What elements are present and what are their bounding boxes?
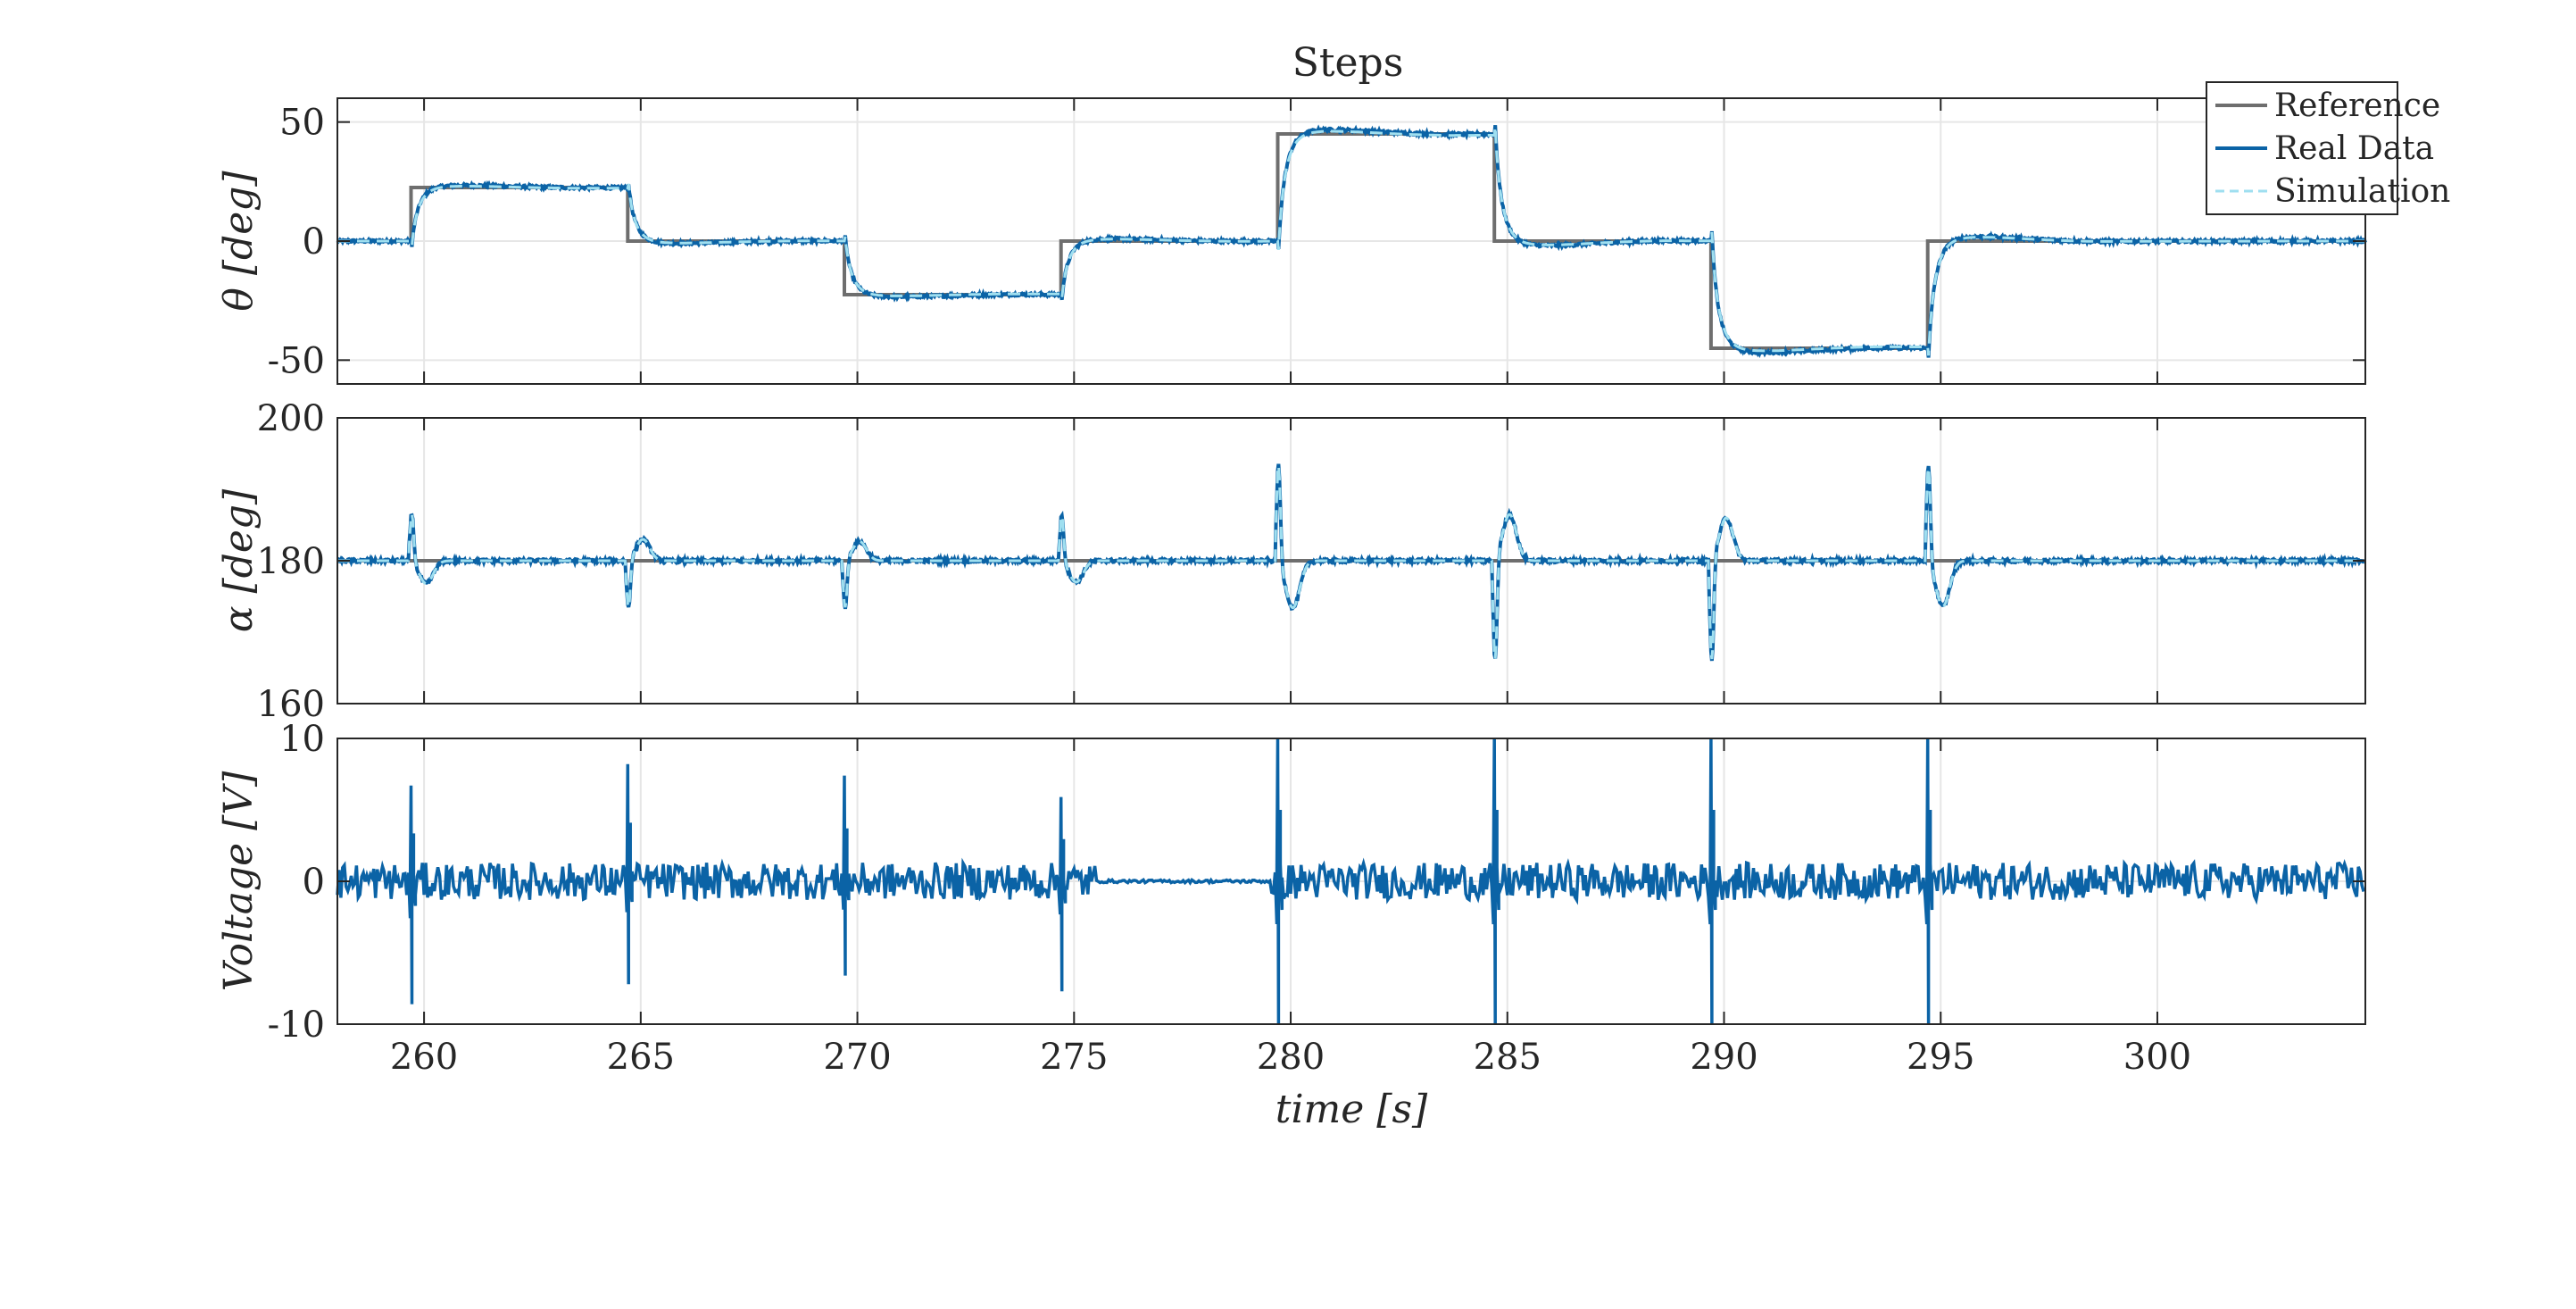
x-tick-label: 270 [823, 1037, 891, 1078]
axes-layer: -50 0 50 θ [deg] 160 180 200 α [deg] -10 0 10 Volta… [216, 97, 2366, 1132]
x-axis-label: time [s] [1276, 1087, 1428, 1132]
x-tick-label: 300 [2123, 1037, 2191, 1078]
x-tick-label: 275 [1040, 1037, 1108, 1078]
y-axis-label: α [deg] [216, 488, 262, 632]
legend-label: Simulation [2274, 173, 2450, 210]
data-layer [336, 124, 2367, 1025]
voltage-line [336, 738, 2365, 1025]
y-tick-label: 180 [257, 541, 325, 582]
y-tick-label: 160 [257, 684, 325, 725]
y-tick-label: 10 [279, 719, 325, 760]
simulation-line [337, 126, 2365, 356]
y-tick-label: 50 [279, 103, 325, 144]
x-tick-label: 290 [1690, 1037, 1757, 1078]
legend-label: Real Data [2274, 130, 2434, 167]
legend: Reference Real Data Simulation [2206, 81, 2450, 215]
y-axis-label: θ [deg] [216, 171, 262, 312]
x-tick-label: 280 [1257, 1037, 1325, 1078]
y-tick-label: -10 [268, 1005, 325, 1046]
simulation-line [337, 465, 2365, 660]
y-axis-label: Voltage [V] [216, 771, 262, 991]
x-tick-label: 265 [607, 1037, 675, 1078]
y-tick-label: -50 [268, 340, 325, 381]
x-tick-label: 295 [1907, 1037, 1974, 1078]
chart-title: Steps [1292, 40, 1404, 86]
y-tick-label: 0 [303, 862, 325, 903]
y-tick-label: 0 [303, 221, 325, 263]
y-tick-label: 200 [257, 398, 325, 439]
legend-label: Reference [2274, 88, 2440, 124]
x-tick-label: 285 [1474, 1037, 1541, 1078]
x-tick-label: 260 [390, 1037, 458, 1078]
